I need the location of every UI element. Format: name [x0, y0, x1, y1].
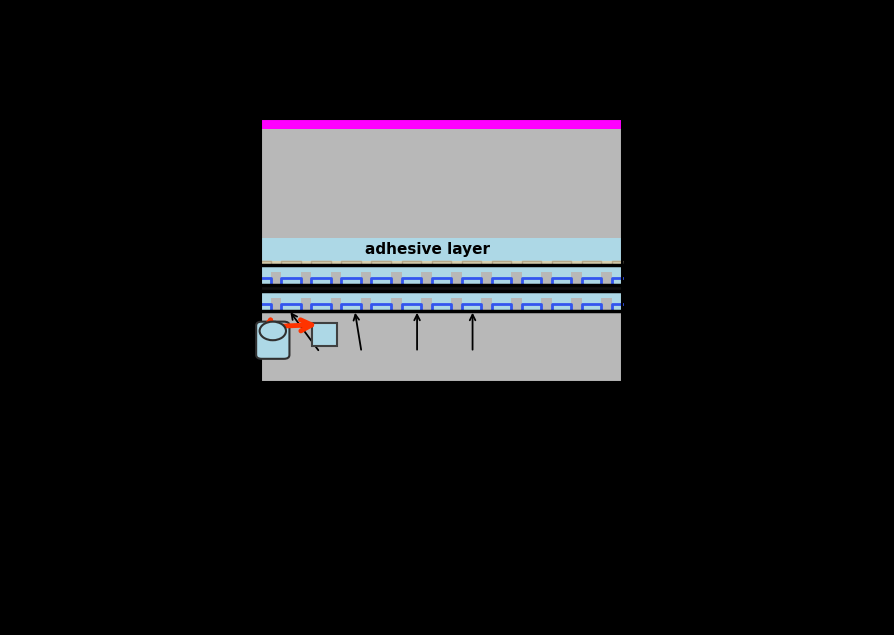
Bar — [271, 272, 281, 286]
Bar — [481, 298, 491, 311]
Bar — [570, 298, 581, 311]
Bar — [312, 323, 337, 346]
Bar — [420, 298, 431, 311]
Bar — [261, 128, 621, 237]
Bar — [360, 298, 371, 311]
Bar — [300, 298, 311, 311]
Text: adhesive layer: adhesive layer — [365, 242, 489, 257]
Bar — [261, 261, 621, 265]
Bar — [481, 272, 491, 286]
Bar — [601, 272, 611, 286]
Bar — [391, 272, 401, 286]
Bar — [261, 311, 621, 382]
Bar — [261, 265, 621, 286]
Bar — [261, 237, 621, 261]
Bar — [541, 298, 552, 311]
Bar — [331, 298, 341, 311]
Bar — [451, 298, 461, 311]
FancyBboxPatch shape — [256, 322, 289, 359]
Bar — [360, 272, 371, 286]
Bar — [541, 272, 552, 286]
Bar — [300, 272, 311, 286]
Bar — [261, 291, 621, 311]
Bar — [420, 272, 431, 286]
Bar — [261, 286, 621, 291]
Circle shape — [259, 322, 286, 340]
Bar — [510, 272, 521, 286]
Bar — [510, 298, 521, 311]
Bar — [261, 291, 621, 311]
Bar — [261, 119, 621, 128]
Bar — [261, 265, 621, 286]
Bar — [331, 272, 341, 286]
Bar — [601, 298, 611, 311]
Bar — [271, 298, 281, 311]
Bar — [570, 272, 581, 286]
Bar — [451, 272, 461, 286]
Bar — [391, 298, 401, 311]
